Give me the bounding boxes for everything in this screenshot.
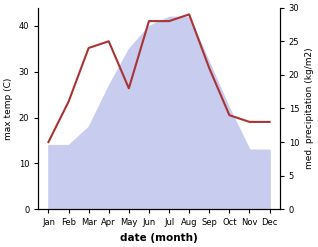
Y-axis label: max temp (C): max temp (C): [4, 77, 13, 140]
Y-axis label: med. precipitation (kg/m2): med. precipitation (kg/m2): [305, 48, 314, 169]
X-axis label: date (month): date (month): [120, 233, 198, 243]
